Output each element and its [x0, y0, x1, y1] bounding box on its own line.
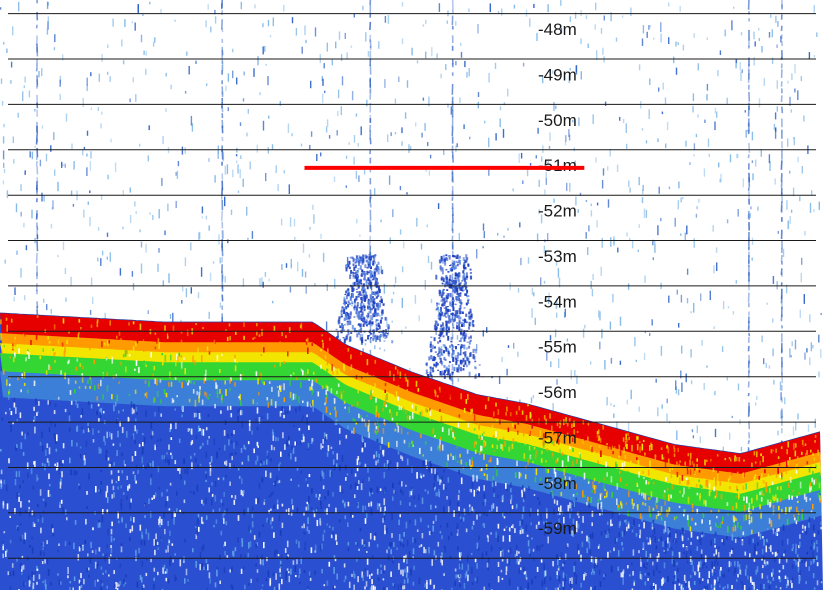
depth-label: -53m [538, 247, 577, 266]
depth-label: -56m [538, 383, 577, 402]
depth-label: -58m [538, 474, 577, 493]
depth-label: -51m [538, 156, 577, 175]
depth-label: -54m [538, 292, 577, 311]
depth-label: -55m [538, 338, 577, 357]
water-noise-layer [0, 0, 822, 456]
depth-label: -49m [538, 65, 577, 84]
depth-label: -50m [538, 111, 577, 130]
depth-label: -52m [538, 202, 577, 221]
fish-echo-layer [0, 254, 821, 455]
depth-gridlines [8, 13, 816, 559]
depth-label: -57m [538, 429, 577, 448]
depth-label: -48m [538, 20, 577, 39]
depth-labels: -47m-48m-49m-50m-51m-52m-53m-54m-55m-56m… [538, 20, 577, 538]
depth-label: -59m [538, 519, 577, 538]
